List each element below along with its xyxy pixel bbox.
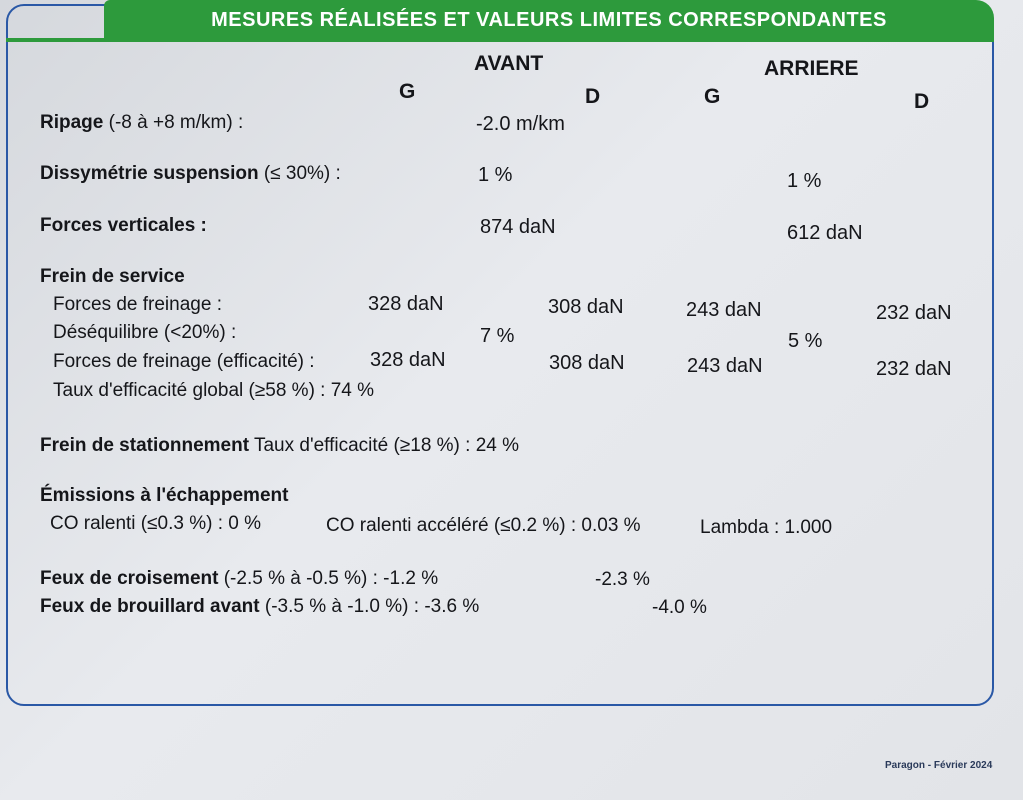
column-rear-left: G — [704, 85, 721, 108]
column-front-left: G — [399, 80, 416, 103]
parking-brake-row: Frein de stationnement Taux d'efficacité… — [40, 435, 519, 457]
fog-right: -4.0 % — [652, 597, 707, 618]
column-rear-right: D — [914, 90, 930, 113]
co-fast-idle: CO ralenti accéléré (≤0.2 %) : 0.03 % — [326, 515, 641, 536]
header-underline — [6, 38, 994, 42]
braking-forces-rl: 243 daN — [686, 299, 762, 321]
braking-forces-fr: 308 daN — [548, 296, 624, 318]
braking-forces-label: Forces de freinage : — [53, 294, 222, 315]
fog-row: Feux de brouillard avant (-3.5 % à -1.0 … — [40, 596, 479, 618]
header-banner: MESURES RÉALISÉES ET VALEURS LIMITES COR… — [104, 0, 994, 40]
suspension-row: Dissymétrie suspension (≤ 30%) : — [40, 163, 341, 185]
low-beam-limit: (-2.5 % à -0.5 %) : -1.2 % — [223, 568, 439, 589]
fog-label: Feux de brouillard avant — [40, 596, 260, 617]
imbalance-rear: 5 % — [788, 330, 823, 352]
parking-brake-efficiency: Taux d'efficacité (≥18 %) : 24 % — [253, 435, 520, 456]
ripage-label: Ripage — [40, 112, 104, 133]
vertical-forces-rear: 612 daN — [787, 222, 863, 244]
low-beam-right: -2.3 % — [595, 569, 650, 590]
suspension-rear: 1 % — [787, 170, 822, 192]
ripage-row: Ripage (-8 à +8 m/km) : — [40, 112, 243, 134]
braking-forces-fl: 328 daN — [368, 293, 444, 315]
emissions-title: Émissions à l'échappement — [40, 485, 289, 506]
braking-forces-eff-fl: 328 daN — [370, 349, 446, 371]
global-efficiency: Taux d'efficacité global (≥58 %) : 74 % — [53, 380, 375, 401]
co-idle: CO ralenti (≤0.3 %) : 0 % — [50, 513, 262, 534]
ripage-limit: (-8 à +8 m/km) : — [108, 112, 244, 133]
parking-brake-label: Frein de stationnement — [40, 435, 250, 456]
ripage-value: -2.0 m/km — [476, 113, 565, 135]
low-beam-row: Feux de croisement (-2.5 % à -0.5 %) : -… — [40, 568, 438, 590]
braking-forces-eff-label: Forces de freinage (efficacité) : — [53, 351, 315, 372]
footer-text: Paragon - Février 2024 — [885, 760, 993, 771]
column-front: AVANT — [474, 52, 544, 75]
low-beam-label: Feux de croisement — [40, 568, 219, 589]
suspension-limit: (≤ 30%) : — [263, 163, 341, 184]
vertical-forces-label: Forces verticales : — [40, 215, 207, 236]
column-rear: ARRIERE — [764, 57, 859, 80]
braking-forces-eff-rl: 243 daN — [687, 355, 763, 377]
suspension-label: Dissymétrie suspension — [40, 163, 259, 184]
lambda: Lambda : 1.000 — [700, 517, 833, 538]
service-brake-title: Frein de service — [40, 266, 185, 287]
braking-forces-eff-rr: 232 daN — [876, 358, 952, 380]
braking-forces-rr: 232 daN — [876, 302, 952, 324]
header-title: MESURES RÉALISÉES ET VALEURS LIMITES COR… — [211, 9, 887, 31]
imbalance-label: Déséquilibre (<20%) : — [53, 322, 237, 343]
fog-limit: (-3.5 % à -1.0 %) : -3.6 % — [264, 596, 480, 617]
vertical-forces-front: 874 daN — [480, 216, 556, 238]
suspension-front: 1 % — [478, 164, 513, 186]
braking-forces-eff-fr: 308 daN — [549, 352, 625, 374]
imbalance-front: 7 % — [480, 325, 515, 347]
column-front-right: D — [585, 85, 601, 108]
